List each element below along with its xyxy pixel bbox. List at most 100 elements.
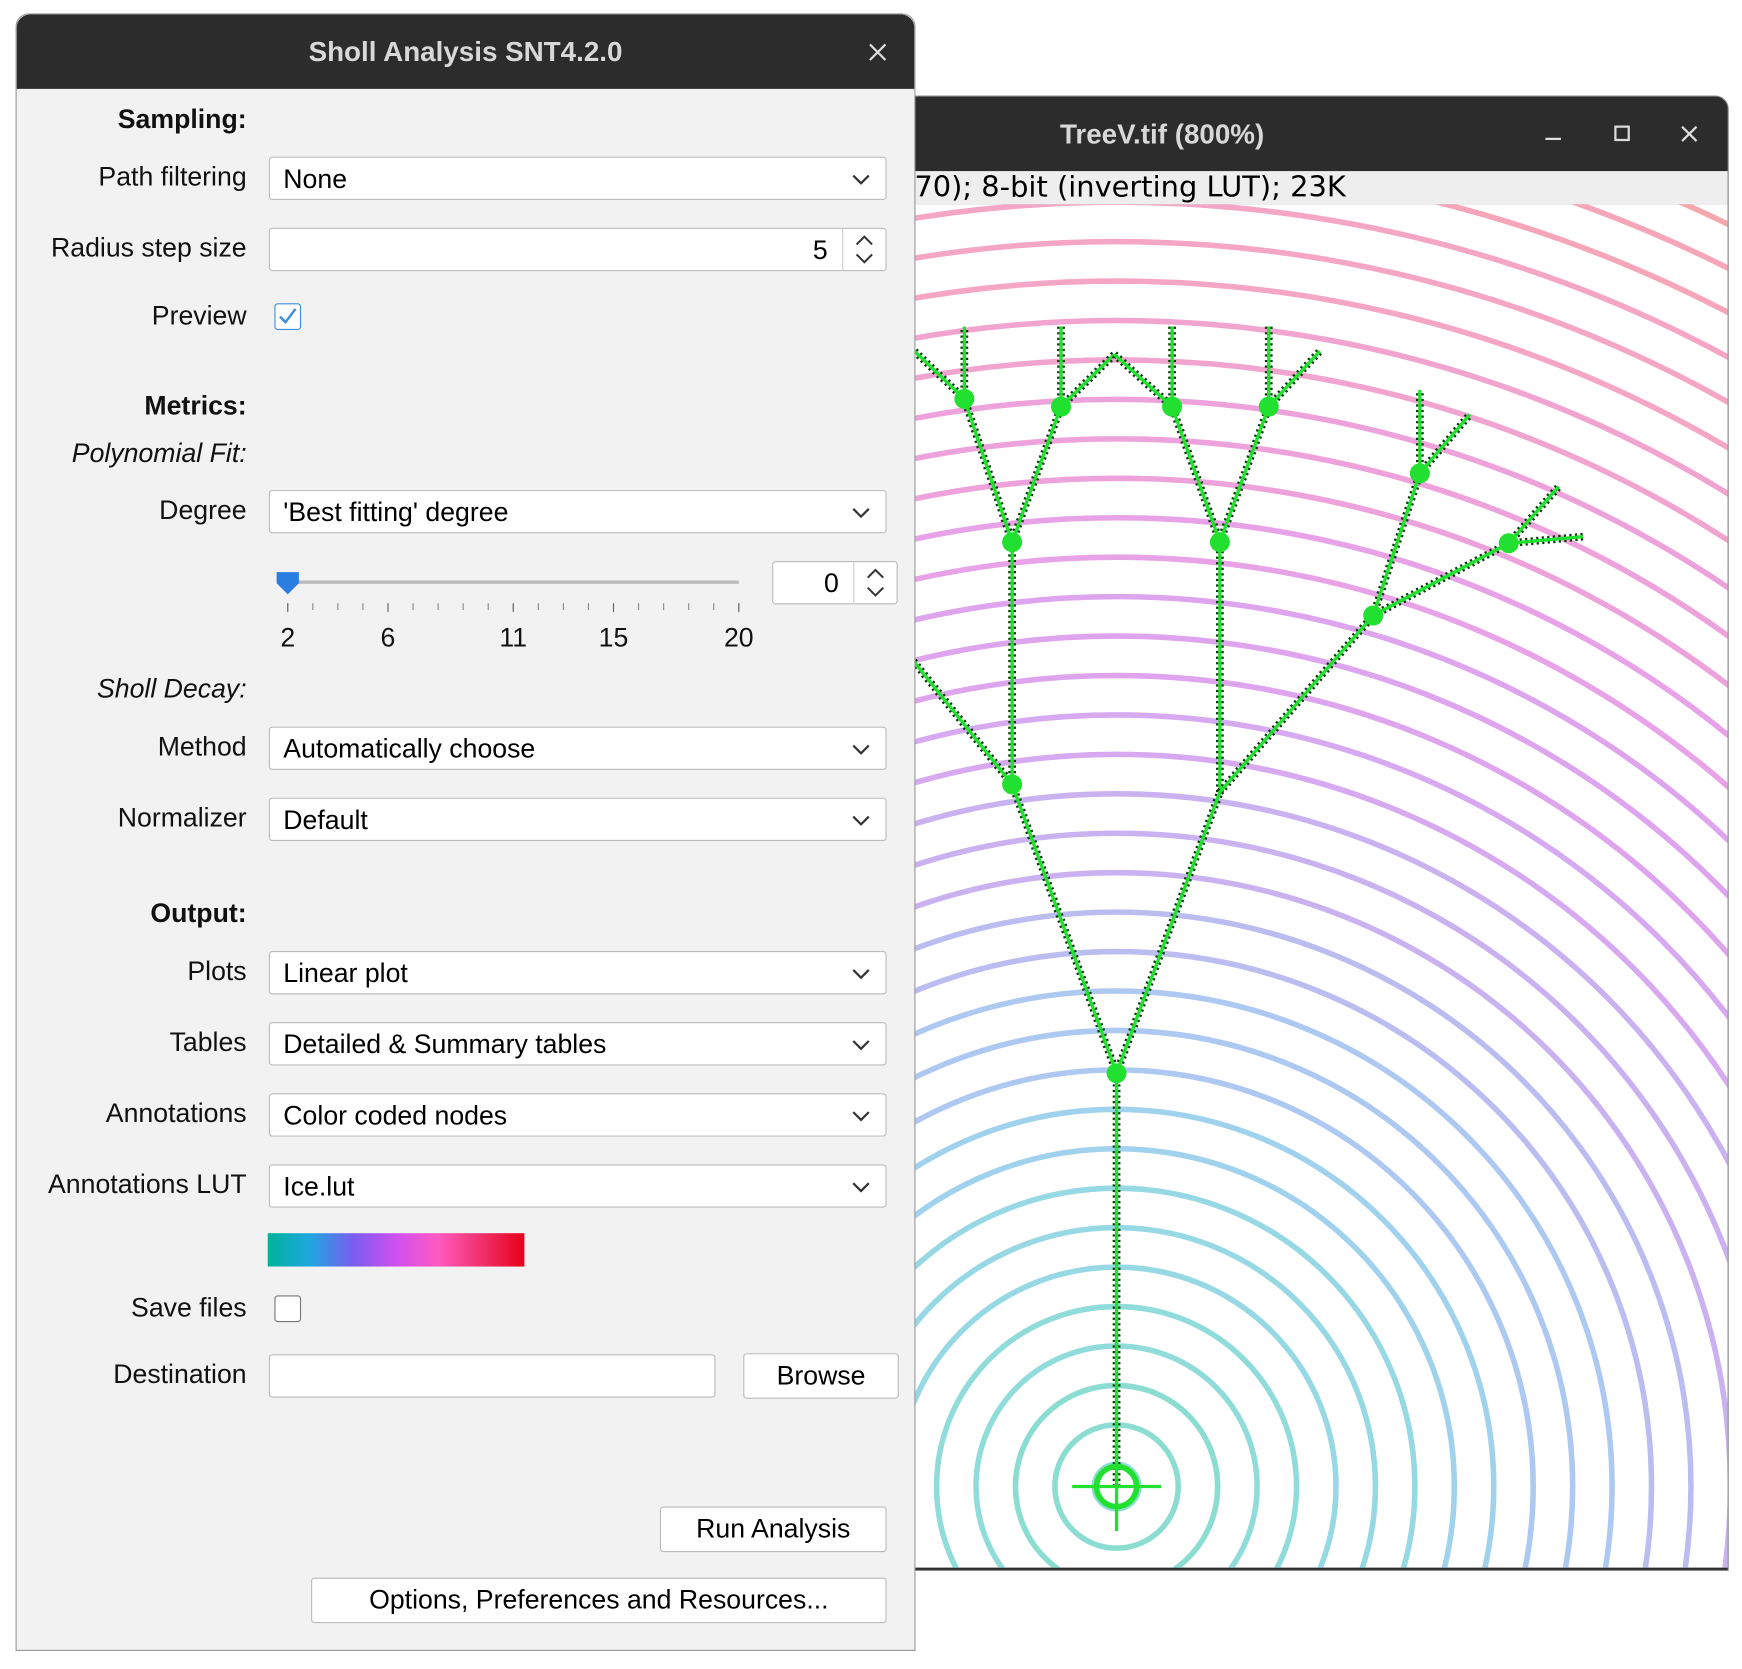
branch — [1218, 406, 1271, 543]
spin-arrows[interactable] — [842, 227, 885, 272]
dropdown[interactable]: 'Best fitting' degree — [268, 489, 887, 534]
node — [1002, 774, 1023, 795]
options-button[interactable]: Options, Preferences and Resources... — [311, 1577, 887, 1624]
close-button[interactable] — [868, 42, 888, 62]
sholl-ring — [867, 396, 1728, 592]
section-heading: Sampling: — [117, 104, 247, 135]
node — [1363, 605, 1384, 626]
window-controls[interactable] — [1512, 119, 1712, 152]
image-info: 70); 8-bit (inverting LUT); 23K — [867, 171, 1728, 205]
spinner-value: 5 — [812, 235, 828, 266]
dialog-title: Sholl Analysis SNT4.2.0 — [308, 36, 623, 68]
node — [1051, 396, 1072, 417]
dropdown[interactable]: Color coded nodes — [268, 1093, 887, 1137]
dropdown-value: Detailed & Summary tables — [283, 1029, 607, 1060]
checkbox[interactable] — [274, 1295, 302, 1323]
branch — [1507, 485, 1560, 545]
degree-slider[interactable]: 2 6 11 15 20 — [267, 561, 756, 667]
chevron — [852, 174, 870, 185]
sholl-ring — [867, 988, 1615, 1568]
section-heading: Metrics: — [144, 391, 247, 422]
branch — [1418, 413, 1472, 475]
field-label: Tables — [169, 1027, 247, 1058]
chevron — [852, 815, 870, 826]
spinner[interactable]: 5 — [268, 227, 887, 272]
dropdown[interactable]: Default — [268, 797, 887, 842]
branch — [962, 398, 1014, 543]
branch — [1371, 472, 1422, 617]
tick-label: 20 — [724, 623, 754, 653]
slider-thumb — [276, 572, 299, 595]
browse-button[interactable]: Browse — [743, 1353, 899, 1399]
spinner[interactable]: 0 — [772, 561, 898, 605]
subsection-label: Polynomial Fit: — [71, 438, 247, 469]
tick-label: 15 — [599, 623, 629, 653]
tick-label: 6 — [381, 623, 396, 653]
spinner-value: 0 — [823, 568, 839, 599]
node — [954, 388, 975, 409]
sholl-ring — [867, 948, 1655, 1568]
branch — [1059, 353, 1116, 408]
chevron — [852, 1182, 870, 1193]
run-button[interactable]: Run Analysis — [659, 1506, 887, 1553]
text-input[interactable] — [268, 1354, 716, 1398]
branch — [1170, 406, 1222, 543]
field-label: Preview — [151, 301, 247, 332]
branch — [1218, 614, 1375, 794]
sholl-ring — [867, 909, 1694, 1568]
lut-colorbar — [267, 1233, 525, 1267]
branch — [1267, 349, 1322, 408]
dropdown-value: Color coded nodes — [283, 1101, 508, 1131]
spin-arrows[interactable] — [853, 561, 896, 605]
node — [1409, 463, 1430, 484]
root-cross — [1072, 1442, 1161, 1531]
field-label: Plots — [187, 956, 247, 987]
tick-label: 11 — [499, 623, 527, 653]
node — [1258, 396, 1279, 417]
chevron — [852, 508, 870, 519]
field-label: Save files — [131, 1293, 247, 1324]
node — [1106, 1063, 1127, 1084]
sholl-ring — [867, 515, 1728, 739]
chevron — [852, 744, 870, 755]
dropdown[interactable]: Detailed & Summary tables — [268, 1022, 887, 1066]
dropdown[interactable]: Automatically choose — [268, 726, 887, 770]
field-label: Destination — [113, 1359, 247, 1390]
sholl-ring — [867, 751, 1728, 1089]
branch — [1508, 534, 1584, 545]
field-label: Annotations LUT — [48, 1169, 247, 1200]
sholl-ring — [867, 239, 1728, 406]
dropdown[interactable]: Ice.lut — [268, 1164, 887, 1208]
sholl-ring — [867, 318, 1728, 498]
field-label: Normalizer — [117, 803, 247, 834]
branch — [1010, 406, 1063, 543]
dropdown-value: Default — [283, 805, 368, 836]
sholl-ring — [867, 278, 1728, 452]
node — [1002, 532, 1023, 553]
checkbox[interactable] — [274, 303, 302, 330]
branch — [1114, 791, 1222, 1074]
branch — [913, 349, 966, 401]
field-label: Path filtering — [98, 162, 247, 193]
dropdown-value: Automatically choose — [283, 734, 536, 765]
chevron — [852, 1040, 870, 1051]
dropdown[interactable]: Linear plot — [268, 951, 887, 995]
field-label: Annotations — [105, 1098, 247, 1129]
branch — [1113, 353, 1174, 408]
dropdown-value: Ice.lut — [283, 1172, 355, 1203]
field-label: Radius step size — [51, 233, 247, 264]
sholl-ring — [867, 672, 1728, 958]
sholl-ring — [867, 1067, 1536, 1568]
window-title: TreeV.tif (800%) — [1059, 118, 1265, 150]
field-label: Degree — [159, 495, 247, 526]
sholl-ring — [867, 791, 1728, 1167]
sholl-ring — [867, 1027, 1576, 1568]
dropdown[interactable]: None — [268, 156, 887, 200]
sholl-ring — [867, 1224, 1379, 1568]
image-canvas[interactable] — [867, 204, 1728, 1568]
sholl-ring — [867, 712, 1728, 1021]
node — [1162, 396, 1183, 417]
dropdown-value: 'Best fitting' degree — [283, 497, 509, 528]
sholl-ring — [867, 830, 1728, 1265]
